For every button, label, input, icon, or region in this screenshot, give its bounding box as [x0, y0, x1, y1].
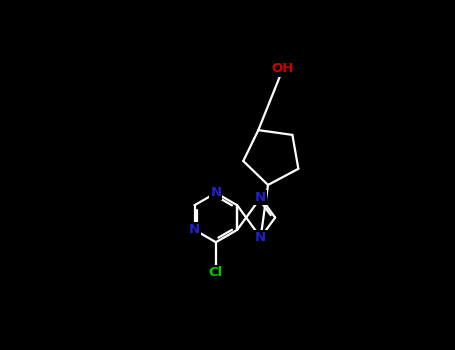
Text: N: N [189, 223, 200, 236]
Text: OH: OH [272, 62, 294, 76]
Text: N: N [255, 231, 266, 244]
Text: N: N [255, 191, 266, 204]
Text: N: N [210, 187, 222, 199]
Text: Cl: Cl [209, 266, 223, 280]
